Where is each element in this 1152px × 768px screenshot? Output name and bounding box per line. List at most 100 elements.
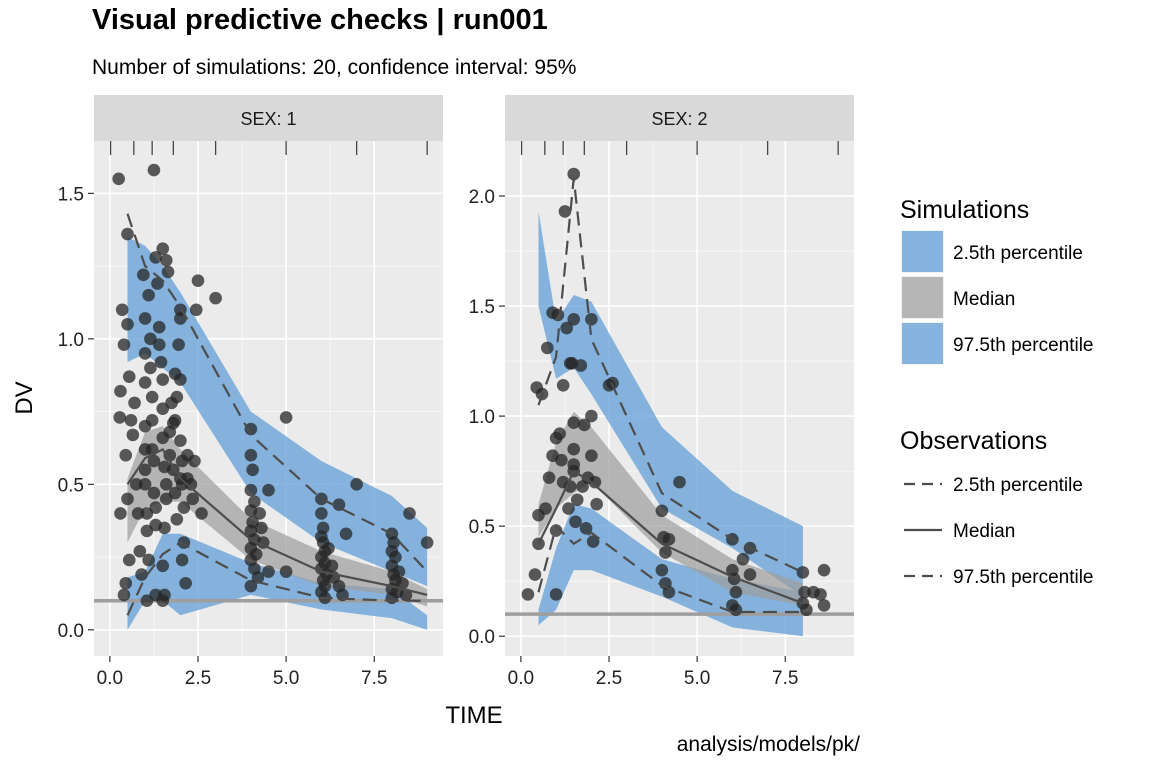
observation-point [796, 566, 810, 579]
observation-point [420, 536, 434, 549]
observation-point [565, 356, 579, 370]
observation-point [551, 308, 565, 322]
observation-point [662, 533, 676, 546]
observation-point [114, 507, 127, 520]
observation-point [168, 367, 182, 381]
observation-point [159, 253, 173, 267]
observation-point [729, 585, 743, 599]
observation-point [156, 242, 170, 255]
observation-point [119, 448, 133, 462]
observation-point [553, 427, 566, 441]
observation-point [399, 588, 413, 602]
chart-caption: analysis/models/pk/ [676, 733, 860, 756]
observation-point [585, 449, 598, 463]
x-tick-label: 0.0 [508, 668, 534, 689]
observation-point [184, 478, 198, 491]
obs-line-median [537, 469, 804, 605]
observation-point [114, 384, 127, 398]
sim-band-97.5th-percentile [127, 237, 428, 587]
legend-key-sim-0 [902, 231, 943, 272]
legend-key-sim-2 [902, 323, 943, 364]
observation-point [570, 493, 584, 507]
observation-point [315, 492, 328, 506]
obs-line-2.5th-percentile [537, 524, 803, 614]
facet-panel-1: SEX: 1 0.0 2.5 5.0 7.5 0.0 0.5 1.0 1.5 [58, 95, 443, 689]
observation-point [528, 568, 542, 581]
observation-point [542, 471, 556, 485]
observation-point [339, 527, 353, 541]
observation-point [144, 361, 157, 375]
observation-point [161, 265, 175, 279]
observation-point [138, 376, 152, 389]
y-tick-label: 1.0 [58, 330, 84, 351]
observation-point [585, 409, 598, 423]
y-tick-label: 1.5 [469, 297, 495, 318]
observation-point [655, 504, 669, 518]
observation-point [558, 205, 572, 218]
observation-point [131, 507, 145, 520]
x-tick-label: 5.0 [273, 668, 299, 689]
y-tick-label: 0.0 [58, 621, 84, 642]
sim-band-2.5th-percentile [127, 533, 428, 630]
observation-point [392, 565, 406, 578]
observation-point [175, 553, 189, 567]
observation-point [244, 579, 258, 593]
x-tick-label: 7.5 [361, 668, 387, 689]
observation-point [168, 486, 182, 500]
y-tick-label: 0.5 [58, 475, 84, 496]
observation-point [124, 414, 138, 427]
chart-title: Visual predictive checks | run001 [92, 4, 548, 36]
observation-point [567, 167, 581, 181]
observation-point [149, 251, 162, 264]
observation-point [246, 463, 259, 477]
y-tick-label: 2.0 [469, 187, 495, 208]
observation-point [655, 563, 669, 577]
observation-point [170, 390, 184, 404]
observation-point [332, 498, 346, 512]
y-tick-label: 0.0 [469, 627, 495, 648]
observation-point [117, 338, 131, 351]
facet-strip [505, 95, 854, 141]
legend-label-obs: 2.5th percentile [953, 475, 1083, 496]
observation-point [244, 483, 258, 497]
observation-point [588, 475, 602, 489]
observation-point [163, 448, 177, 462]
observation-point [138, 312, 152, 325]
observation-point [253, 507, 266, 520]
observation-point [186, 492, 200, 506]
observation-point [138, 347, 152, 360]
observation-point [549, 524, 563, 537]
observation-point [147, 486, 161, 500]
observation-point [569, 515, 582, 529]
obs-line-2.5th-percentile [126, 541, 428, 616]
observation-point [128, 396, 141, 410]
observation-point [729, 603, 743, 617]
observation-point [578, 418, 591, 432]
observation-point [585, 312, 598, 326]
observation-point [179, 576, 192, 590]
sim-band-median [127, 426, 428, 607]
observation-point [156, 594, 170, 608]
observation-point [119, 576, 133, 590]
facet-strip-label: SEX: 2 [651, 109, 707, 129]
observation-point [350, 478, 363, 491]
x-tick-label: 7.5 [772, 668, 798, 689]
observation-point [403, 507, 416, 520]
observation-point [521, 588, 535, 601]
x-tick-label: 2.5 [596, 668, 622, 689]
observation-point [567, 312, 581, 326]
observation-point [541, 341, 554, 355]
observation-point [177, 501, 191, 514]
legend-label-obs: Median [953, 521, 1015, 542]
observation-point [814, 588, 827, 601]
observation-point [167, 416, 180, 430]
observation-point [121, 492, 134, 506]
observation-point [113, 411, 127, 424]
observation-point [817, 563, 831, 577]
observation-point [736, 552, 750, 566]
observation-point [189, 303, 203, 317]
observation-point [130, 478, 143, 491]
chart-subtitle: Number of simulations: 20, confidence in… [92, 56, 577, 79]
observation-point [152, 338, 166, 351]
